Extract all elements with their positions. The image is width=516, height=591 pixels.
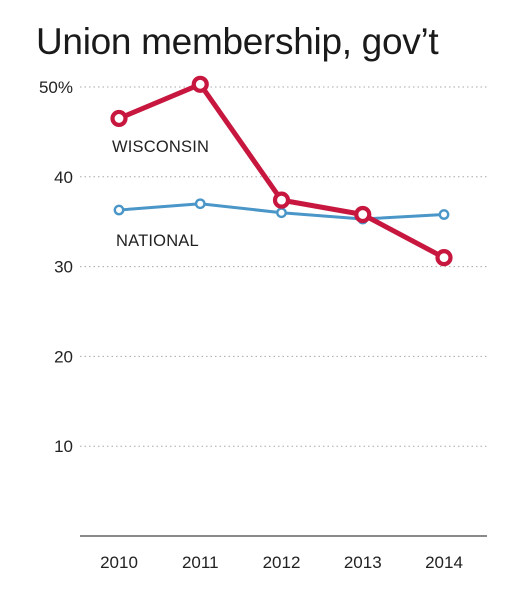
gridlines bbox=[80, 86, 487, 447]
series-lines bbox=[110, 75, 453, 267]
x-tick-label: 2011 bbox=[182, 553, 219, 572]
data-point bbox=[354, 205, 372, 224]
data-point bbox=[113, 204, 125, 216]
y-axis-ticks: 10 20 30 40 50% bbox=[39, 78, 73, 456]
data-point bbox=[191, 75, 209, 93]
data-point bbox=[110, 109, 128, 128]
y-tick-label: 20 bbox=[54, 347, 73, 366]
x-tick-label: 2010 bbox=[100, 553, 138, 572]
y-tick-label: 50% bbox=[39, 78, 73, 97]
y-tick-label: 40 bbox=[54, 168, 73, 187]
data-point bbox=[194, 198, 206, 210]
series-label: WISCONSIN bbox=[112, 138, 209, 156]
x-axis-ticks: 2010 2011 2012 2013 2014 bbox=[100, 553, 463, 572]
x-tick-label: 2014 bbox=[425, 553, 463, 572]
y-tick-label: 10 bbox=[54, 437, 73, 456]
x-tick-label: 2012 bbox=[263, 553, 301, 572]
y-tick-label: 30 bbox=[54, 258, 73, 277]
x-tick-label: 2013 bbox=[344, 553, 382, 572]
data-point bbox=[435, 249, 453, 267]
series-wisconsin bbox=[110, 75, 453, 267]
chart-title: Union membership, gov’t bbox=[36, 21, 439, 62]
series-labels: WISCONSIN NATIONAL bbox=[112, 138, 209, 250]
series-label: NATIONAL bbox=[116, 232, 199, 250]
data-point bbox=[272, 191, 291, 209]
data-point bbox=[276, 207, 287, 219]
data-point bbox=[438, 209, 450, 220]
